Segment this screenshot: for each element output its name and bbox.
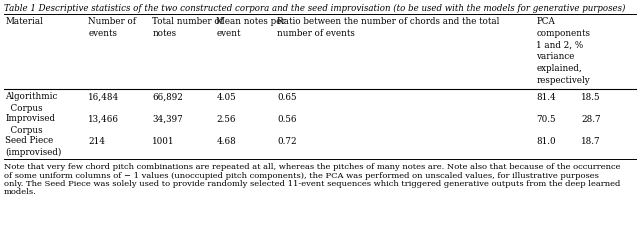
Text: PCA
components
1 and 2, %
variance
explained,
respectively: PCA components 1 and 2, % variance expla… (536, 17, 590, 85)
Text: 0.72: 0.72 (277, 136, 297, 145)
Text: 81.0: 81.0 (536, 136, 556, 145)
Text: 18.5: 18.5 (581, 92, 600, 102)
Text: Table 1 Descriptive statistics of the two constructed corpora and the seed impro: Table 1 Descriptive statistics of the tw… (4, 4, 625, 13)
Text: 1001: 1001 (152, 136, 175, 145)
Text: 0.56: 0.56 (277, 114, 296, 123)
Text: 13,466: 13,466 (88, 114, 119, 123)
Text: Improvised
  Corpus: Improvised Corpus (5, 114, 55, 135)
Text: of some uniform columns of − 1 values (unoccupied pitch components), the PCA was: of some uniform columns of − 1 values (u… (4, 172, 599, 180)
Text: 0.65: 0.65 (277, 92, 296, 102)
Text: 28.7: 28.7 (581, 114, 601, 123)
Text: only. The Seed Piece was solely used to provide randomly selected 11-event seque: only. The Seed Piece was solely used to … (4, 180, 620, 188)
Text: 70.5: 70.5 (536, 114, 556, 123)
Text: 34,397: 34,397 (152, 114, 183, 123)
Text: 66,892: 66,892 (152, 92, 183, 102)
Text: Note that very few chord pitch combinations are repeated at all, whereas the pit: Note that very few chord pitch combinati… (4, 163, 621, 171)
Text: 81.4: 81.4 (536, 92, 556, 102)
Text: Total number of
notes: Total number of notes (152, 17, 223, 38)
Text: 4.05: 4.05 (216, 92, 236, 102)
Text: models.: models. (4, 189, 36, 196)
Text: Material: Material (5, 17, 43, 26)
Text: Algorithmic
  Corpus: Algorithmic Corpus (5, 92, 58, 113)
Text: 18.7: 18.7 (581, 136, 601, 145)
Text: Number of
events: Number of events (88, 17, 136, 38)
Text: Ratio between the number of chords and the total
number of events: Ratio between the number of chords and t… (277, 17, 499, 38)
Text: Seed Piece
(improvised): Seed Piece (improvised) (5, 136, 61, 157)
Text: 16,484: 16,484 (88, 92, 120, 102)
Text: 4.68: 4.68 (216, 136, 236, 145)
Text: 214: 214 (88, 136, 106, 145)
Text: Mean notes per
event: Mean notes per event (216, 17, 286, 38)
Text: 2.56: 2.56 (216, 114, 236, 123)
